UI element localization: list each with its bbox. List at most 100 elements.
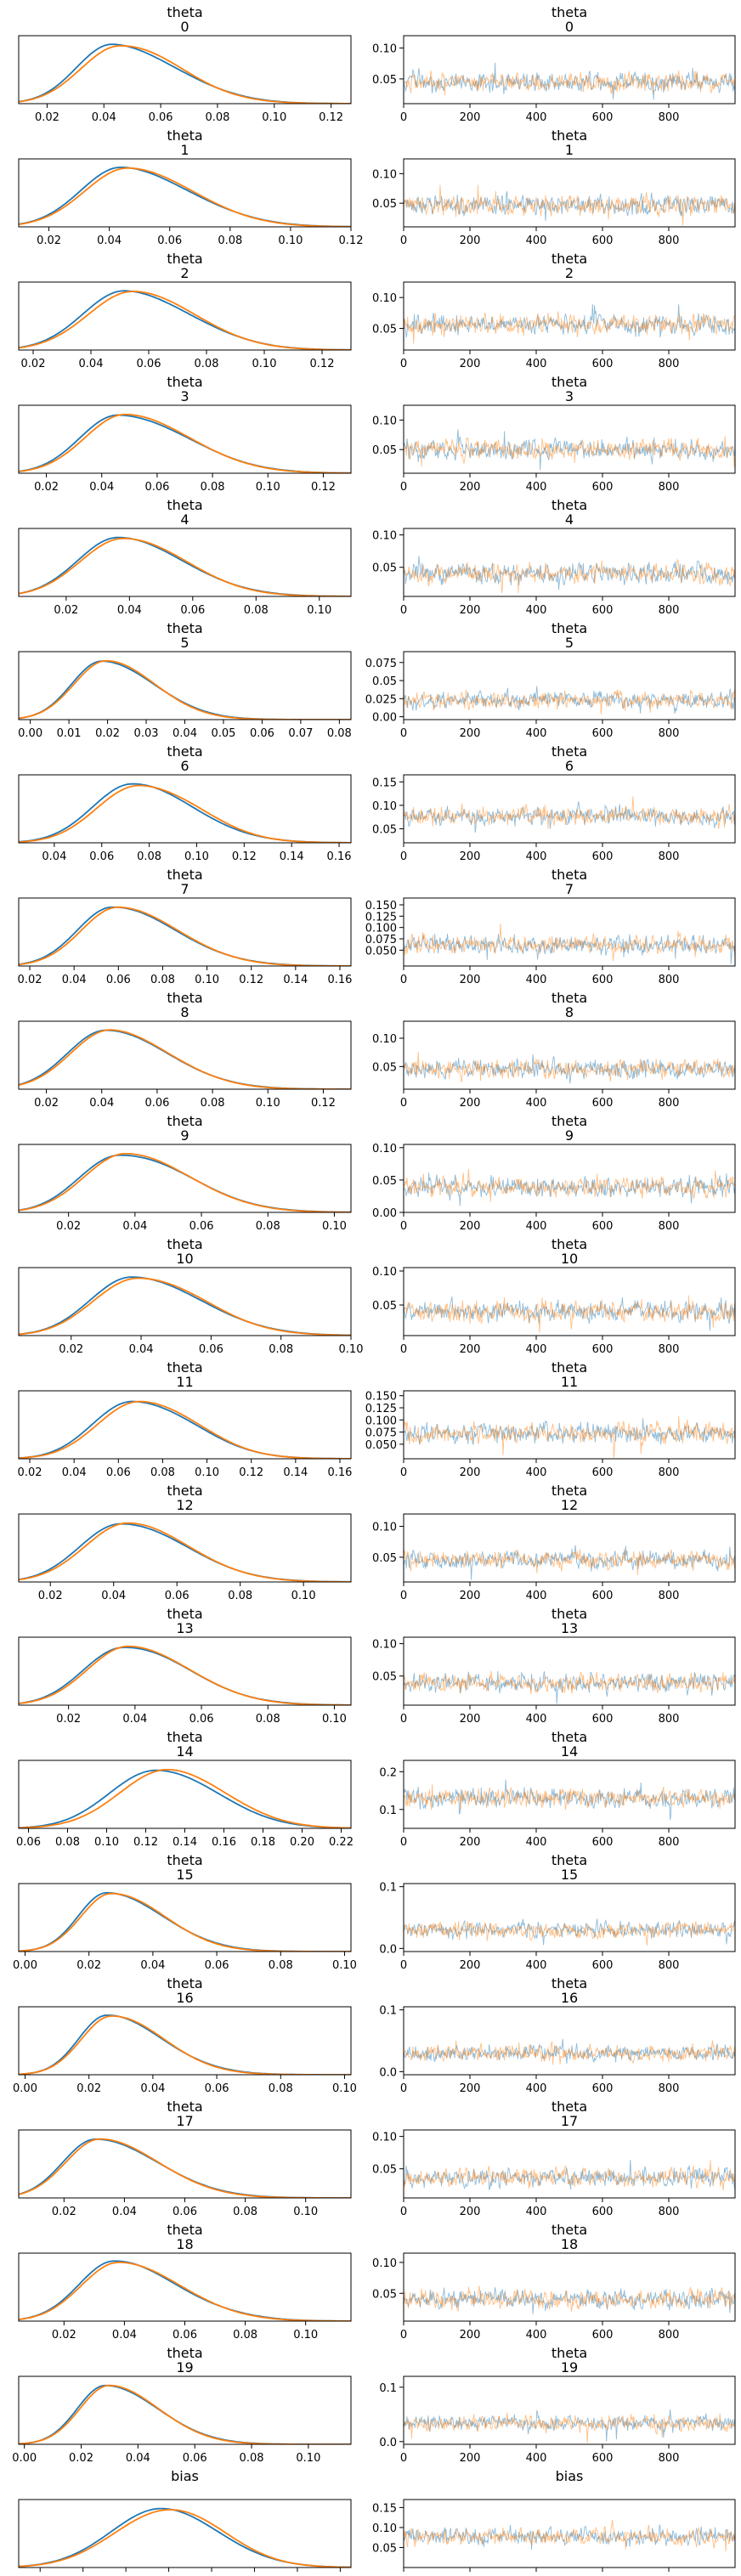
density-1-xtick-label-5: 0.12 (339, 234, 364, 247)
trace-9-xtick-label-1: 200 (460, 1220, 481, 1233)
trace-17-xtick-label-0: 0 (400, 2206, 407, 2218)
trace-8-series-group (404, 1052, 735, 1084)
density-10-xtick-label-0: 0.02 (59, 1343, 83, 1356)
trace-2-ytick-label-0: 0.05 (372, 324, 397, 336)
density-13-title: theta (167, 1606, 202, 1622)
density-14-xtick-label-7: 0.20 (290, 1836, 314, 1849)
trace-9-subtitle: 9 (565, 1127, 574, 1144)
density-14-series-group (19, 1768, 351, 1828)
trace-14-xtick-label-0: 0 (400, 1836, 407, 1849)
density-15-title: theta (167, 1852, 202, 1868)
density-8-xtick-label-3: 0.08 (201, 1097, 225, 1110)
density-5-xtick-label-3: 0.03 (134, 727, 159, 740)
density-9-xtick-label-2: 0.06 (189, 1220, 214, 1233)
density-11-xtick-label-4: 0.10 (195, 1466, 219, 1479)
trace-4-xtick-label-4: 800 (659, 604, 680, 617)
trace-12-title: theta (552, 1483, 587, 1499)
trace-0-trace-line-chain0 (404, 62, 735, 100)
trace-15-title: theta (552, 1852, 587, 1868)
density-7-title: theta (167, 867, 202, 883)
trace-3-ytick-label-1: 0.10 (372, 415, 397, 427)
trace-6-ytick-label-2: 0.15 (372, 777, 397, 789)
trace-14-title: theta (552, 1729, 587, 1745)
trace-19-trace-line-chain0 (404, 2409, 735, 2442)
trace-17-xtick-label-3: 600 (592, 2206, 614, 2218)
trace-8-ytick-label-1: 0.10 (372, 1033, 397, 1046)
trace-16-axes-frame (403, 2006, 736, 2076)
trace-13-ytick-label-0: 0.05 (372, 1671, 397, 1684)
density-3-xtick-label-4: 0.10 (256, 481, 280, 494)
trace-16-ytick-label-0: 0.0 (379, 2066, 397, 2079)
density-10-xtick-label-4: 0.10 (339, 1343, 364, 1356)
trace-7-xtick-label-3: 600 (592, 974, 614, 986)
trace-7-xtick-label-0: 0 (400, 974, 407, 986)
density-16-xtick-label-2: 0.04 (140, 2082, 165, 2095)
density-8-density-line-chain0 (19, 1029, 351, 1089)
trace-1-trace-line-chain1 (404, 184, 735, 226)
density-8-title: theta (167, 990, 202, 1006)
trace-7-ytick-label-4: 0.150 (365, 900, 397, 912)
trace-5-xtick-label-1: 200 (460, 727, 481, 740)
trace-5-ytick-label-1: 0.025 (365, 693, 397, 706)
density-13-subtitle: 13 (176, 1620, 193, 1636)
density-6-xtick-label-6: 0.16 (327, 850, 352, 863)
density-12-series-group (19, 1522, 351, 1582)
density-18-axes-frame (18, 2252, 352, 2322)
trace-1-xtick-label-1: 200 (460, 234, 481, 247)
trace-20-ytick-label-0: 0.05 (372, 2542, 397, 2555)
density-15-density-line-chain1 (19, 1892, 351, 1952)
trace-15-xtick-label-0: 0 (400, 1959, 407, 1972)
trace-18-series-group (404, 2285, 735, 2314)
trace-6-series-group (404, 796, 735, 833)
trace-4-series-group (404, 556, 735, 594)
trace-18-subtitle: 18 (561, 2236, 578, 2252)
trace-13-trace-line-chain0 (404, 1670, 735, 1704)
density-7-density-line-chain0 (19, 906, 351, 966)
trace-8-axes-frame (403, 1020, 736, 1090)
trace-13-xtick-label-0: 0 (400, 1713, 407, 1726)
density-6-density-line-chain1 (19, 784, 351, 843)
trace-2-axes-frame (403, 281, 736, 351)
density-16-xtick-label-3: 0.06 (205, 2082, 229, 2095)
density-4-xtick-label-4: 0.10 (307, 604, 331, 617)
trace-8-xtick-label-1: 200 (460, 1097, 481, 1110)
trace-0-xtick-label-3: 600 (592, 111, 614, 124)
density-6-xtick-label-4: 0.12 (232, 850, 257, 863)
density-2-xtick-label-5: 0.12 (310, 358, 335, 370)
trace-16-trace-line-chain1 (404, 2040, 735, 2065)
trace-0-series-group (404, 62, 735, 100)
trace-13-title: theta (552, 1606, 587, 1622)
trace-11-trace-line-chain0 (404, 1418, 735, 1445)
trace-18-xtick-label-3: 600 (592, 2329, 614, 2342)
density-9-density-line-chain0 (19, 1154, 351, 1212)
density-7-axes-frame (18, 897, 352, 967)
density-4-axes-frame (18, 528, 352, 597)
density-15-xtick-label-2: 0.04 (140, 1959, 165, 1972)
trace-11-trace-line-chain1 (404, 1415, 735, 1458)
density-3-xtick-label-2: 0.06 (144, 481, 169, 494)
density-4-title: theta (167, 497, 202, 513)
density-17-title: theta (167, 2099, 202, 2115)
trace-10-axes-frame (403, 1267, 736, 1336)
density-18-xtick-label-2: 0.06 (173, 2329, 197, 2342)
density-17-density-line-chain1 (19, 2138, 351, 2198)
trace-17-ytick-label-0: 0.05 (372, 2164, 397, 2177)
density-20-title: bias (171, 2468, 199, 2484)
trace-17-axes-frame (403, 2129, 736, 2199)
trace-15-trace-line-chain1 (404, 1920, 735, 1946)
density-2-axes-frame (18, 281, 352, 351)
trace-8-xtick-label-0: 0 (400, 1097, 407, 1110)
trace-0-xtick-label-2: 400 (526, 111, 547, 124)
density-4-xtick-label-3: 0.08 (244, 604, 269, 617)
density-3-density-line-chain1 (19, 413, 351, 473)
density-8-density-line-chain1 (19, 1029, 351, 1089)
density-14-density-line-chain1 (19, 1768, 351, 1828)
density-4-xtick-label-0: 0.02 (54, 604, 78, 617)
trace-13-series-group (404, 1670, 735, 1704)
